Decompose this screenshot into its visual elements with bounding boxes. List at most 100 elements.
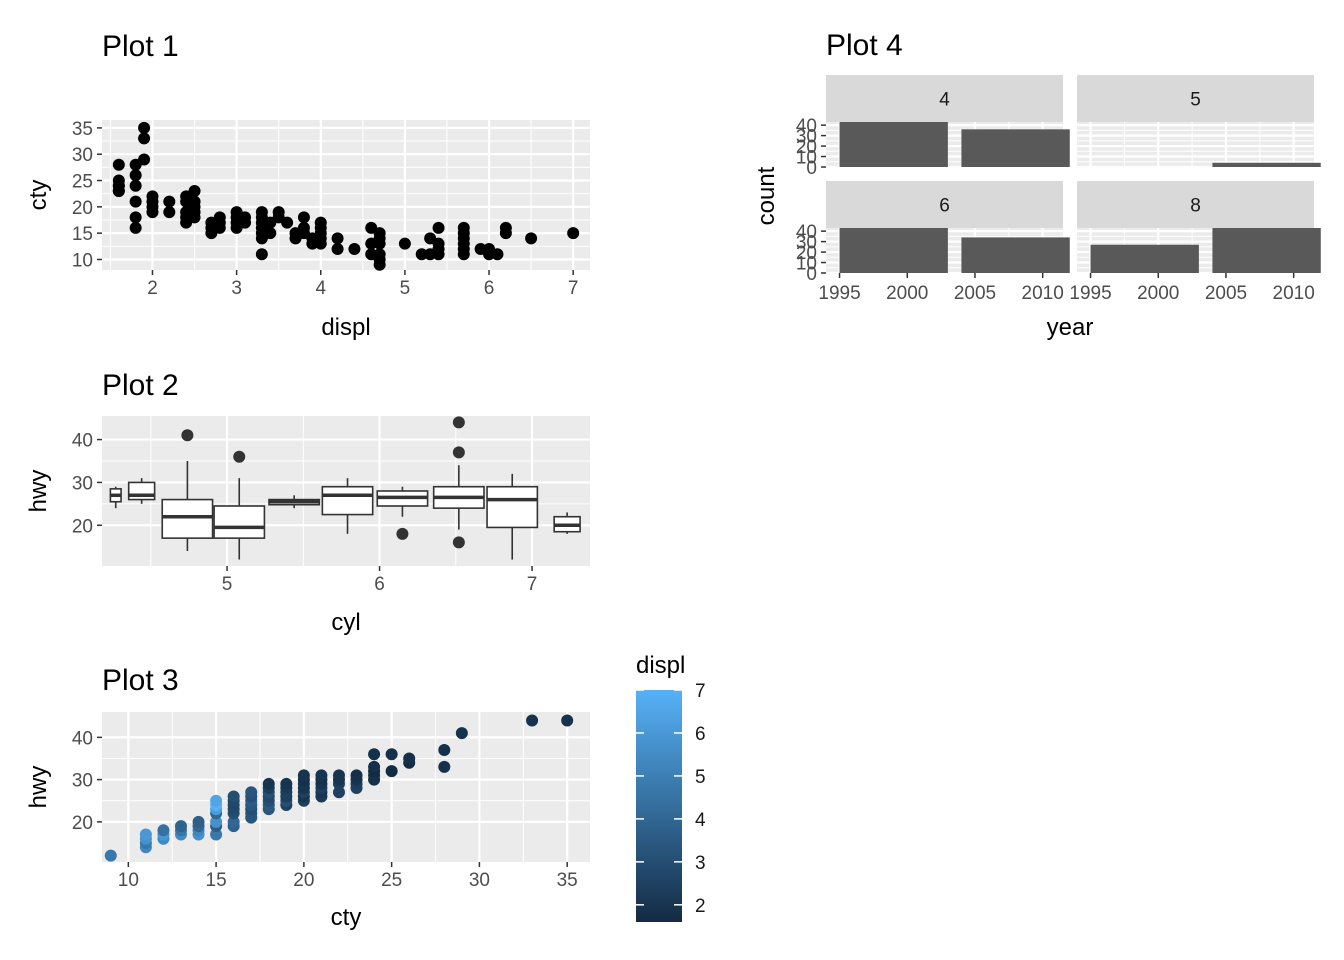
plot-2-outlier — [452, 446, 465, 459]
plot-4-x-tick-label: 2010 — [1273, 283, 1315, 304]
plot-1-point — [348, 242, 361, 255]
plot-3-legend-label: 3 — [695, 853, 706, 874]
plot-3-point — [332, 769, 345, 782]
plot-1-y-tick-label: 10 — [72, 250, 93, 271]
plot-4-y-tick-label: 30 — [796, 233, 817, 254]
plot-3-point — [350, 769, 363, 782]
plot-4-y-tick-label: 0 — [806, 158, 817, 179]
plot-3-x-axis-title: cty — [331, 904, 362, 931]
plot-1-point — [129, 221, 142, 234]
plot-2-y-axis-title: hwy — [25, 470, 52, 513]
plot-3-point — [368, 760, 381, 773]
plot-3-legend-label: 7 — [695, 681, 706, 702]
plot-3-point — [227, 815, 240, 828]
plot-4-x-tick-label: 2005 — [1205, 283, 1247, 304]
plot-4-x-tick-label: 2000 — [886, 283, 928, 304]
plot-2-outlier — [452, 536, 465, 549]
plot-1-point — [138, 132, 151, 145]
plot-1-point — [188, 195, 201, 208]
plot-4-y-tick-label: 10 — [796, 254, 817, 275]
plot-2-outlier — [396, 527, 409, 540]
plot-1-point — [163, 195, 176, 208]
plot-2-box — [161, 498, 214, 539]
plot-4-y-tick-label: 10 — [796, 148, 817, 169]
plot-1-point — [163, 206, 176, 219]
plot-1-point — [567, 227, 580, 240]
plot-1-point — [112, 179, 125, 192]
plot-1-point — [373, 237, 386, 250]
plot-4-x-axis-title: year — [1047, 314, 1094, 341]
plot-4-facet-8: 8 1995 2000 2005 2010 — [1069, 181, 1321, 304]
plot-1-point — [129, 195, 142, 208]
plot-2-box — [213, 505, 266, 539]
plot-3-point — [455, 727, 468, 740]
plot-3-x-tick-label: 35 — [557, 870, 578, 891]
plot-3-point — [210, 828, 223, 841]
plot-3-legend-label: 4 — [695, 810, 706, 831]
plot-1-panel-background — [102, 120, 590, 270]
plot-1-x-tick-label: 6 — [484, 278, 495, 299]
plot-3-point — [438, 760, 451, 773]
plot-3-point — [403, 752, 416, 765]
plot-2-y-tick-label: 20 — [72, 516, 93, 537]
plot-1: 2 3 4 5 6 7 10 15 20 25 30 35 Plot 1 displ cty — [25, 30, 590, 341]
plot-1-y-tick-label: 20 — [72, 198, 93, 219]
plot-3-y-axis-title: hwy — [25, 766, 52, 809]
plot-3-point — [157, 824, 170, 837]
plot-2-box — [321, 485, 374, 516]
plot-4-title: Plot 4 — [826, 29, 903, 62]
plot-4-y-tick-label: 20 — [796, 243, 817, 264]
plot-1-x-tick-label: 5 — [400, 278, 411, 299]
plot-3-point — [438, 744, 451, 757]
plot-1-x-tick-label: 4 — [315, 278, 326, 299]
plot-4-y-tick-label: 0 — [806, 264, 817, 285]
plot-1-point — [146, 206, 159, 219]
plot-3-legend-label: 6 — [695, 724, 706, 745]
plot-3-point — [280, 777, 293, 790]
plot-1-point — [255, 248, 268, 261]
plot-3-x-tick-label: 10 — [118, 870, 139, 891]
plot-4-bar — [839, 122, 948, 167]
plot-1-point — [146, 190, 159, 203]
plot-3-point — [561, 714, 574, 727]
plot-4-y-axis-title: count — [753, 166, 780, 225]
plot-3-point — [315, 769, 328, 782]
plot-1-point — [483, 248, 496, 261]
plot-4-y-tick-label: 30 — [796, 127, 817, 148]
plot-3-y-tick-label: 40 — [72, 728, 93, 749]
plot-1-point — [138, 121, 151, 134]
plot-1-point — [415, 248, 428, 261]
plot-3-x-tick-label: 30 — [469, 870, 490, 891]
plot-1-y-axis-title: cty — [25, 180, 52, 211]
plot-3-point — [297, 769, 310, 782]
plot-1-point — [432, 221, 445, 234]
plot-1-point — [138, 153, 151, 166]
plot-4-strip-label: 8 — [1190, 196, 1201, 217]
plot-4-x-tick-label: 2005 — [954, 283, 996, 304]
plot-3-legend-label: 2 — [695, 896, 706, 917]
plot-3-legend-label: 5 — [695, 767, 706, 788]
plot-3-x-tick-label: 20 — [293, 870, 314, 891]
plot-4-panel-background — [1077, 122, 1314, 167]
plot-1-point — [297, 211, 310, 224]
plot-1-y-tick-label: 30 — [72, 145, 93, 166]
plot-2-x-tick-label: 7 — [527, 574, 538, 595]
plot-4-x-tick-label: 2000 — [1137, 283, 1179, 304]
plot-3-point — [368, 748, 381, 761]
plot-3-point — [526, 714, 539, 727]
plot-1-point — [499, 227, 512, 240]
plot-1-point — [213, 216, 226, 229]
plot-2-x-tick-label: 5 — [222, 574, 233, 595]
plot-3-point — [210, 815, 223, 828]
plot-3: 10 15 20 25 30 35 20 30 40 Plot 3 cty hwy — [25, 664, 590, 931]
plot-4-strip — [1077, 181, 1314, 228]
plot-3-point — [174, 820, 187, 833]
plot-1-point — [331, 242, 344, 255]
plot-3-point — [385, 748, 398, 761]
plot-2-outlier — [233, 450, 246, 463]
plot-2-title: Plot 2 — [102, 369, 179, 402]
